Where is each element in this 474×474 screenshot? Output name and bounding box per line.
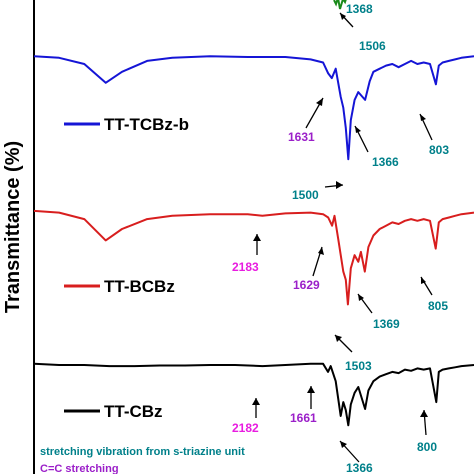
annotation-label: 1629 xyxy=(293,278,320,292)
series-line-tt-bcbz xyxy=(34,209,474,306)
y-axis-label: Transmittance (%) xyxy=(2,141,24,313)
annotation-label: 2182 xyxy=(232,421,259,435)
annotation-labels: 1368 1506 1631 1366 803 1500 2183 1629 8… xyxy=(232,2,449,474)
annotation-label: 1368 xyxy=(346,2,373,16)
legend-label-tt-tcbz-b: TT-TCBz-b xyxy=(104,115,189,134)
legend: TT-TCBz-b TT-BCBz TT-CBz xyxy=(64,115,189,421)
annotation-label: 1503 xyxy=(345,359,372,373)
annotation-label: 1369 xyxy=(373,317,400,331)
series-line-tt-tcbz-b xyxy=(34,55,474,161)
note-cc-stretching: C=C stretching xyxy=(40,463,119,474)
series-line-tt-cbz xyxy=(34,362,474,427)
annotation-label: 1631 xyxy=(288,130,315,144)
annotation-arrows xyxy=(255,12,433,463)
annotation-label: 805 xyxy=(428,299,448,313)
annotation-label: 1506 xyxy=(359,39,386,53)
annotation-label: 1500 xyxy=(292,188,319,202)
annotation-label: 2183 xyxy=(232,260,259,274)
annotation-label: 1661 xyxy=(290,411,317,425)
legend-label-tt-bcbz: TT-BCBz xyxy=(104,277,175,296)
legend-label-tt-cbz: TT-CBz xyxy=(104,402,163,421)
annotation-label: 1366 xyxy=(346,461,373,474)
annotation-label: 803 xyxy=(429,143,449,157)
annotation-label: 800 xyxy=(417,440,437,454)
note-triazine: stretching vibration from s-triazine uni… xyxy=(40,446,245,458)
annotation-label: 1366 xyxy=(372,155,399,169)
annotation-arrowheads xyxy=(252,13,428,448)
green-spectrum-fragment xyxy=(333,0,347,10)
